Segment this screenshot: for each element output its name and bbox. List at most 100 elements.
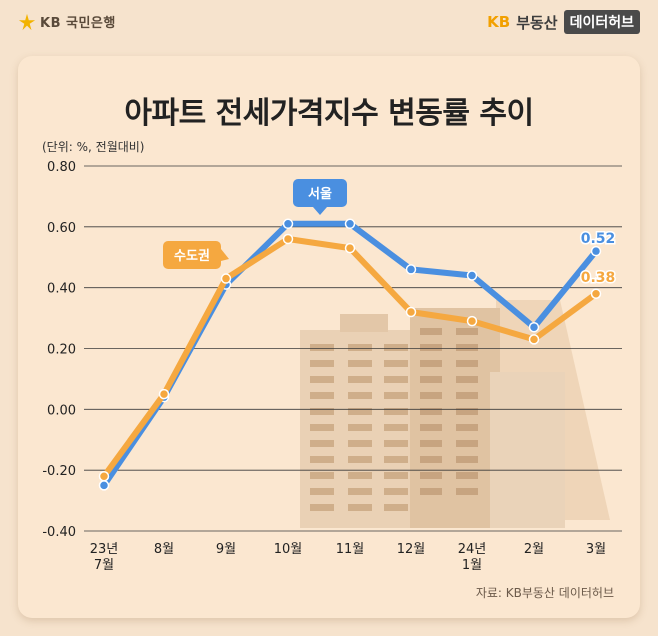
- x-tick-line: 10월: [274, 542, 303, 557]
- building-window: [348, 360, 372, 367]
- data-point: [344, 218, 356, 230]
- building-far: [490, 372, 565, 528]
- y-tick-label: -0.40: [42, 525, 76, 540]
- building-window: [348, 392, 372, 399]
- data-point: [466, 270, 478, 281]
- building-window: [310, 456, 334, 463]
- y-tick-label: 0.00: [47, 403, 76, 418]
- brand-tag: 데이터허브: [563, 10, 640, 34]
- brand-logo: KB 부동산 데이터허브: [487, 10, 640, 34]
- source-label: 자료: KB부동산 데이터허브: [475, 586, 614, 600]
- building-window: [310, 376, 334, 383]
- building-window: [420, 360, 442, 367]
- building-window: [384, 488, 408, 495]
- data-point: [590, 288, 602, 299]
- building-window: [384, 360, 408, 367]
- building-window: [384, 344, 408, 351]
- building-window: [456, 488, 478, 495]
- building-window: [310, 360, 334, 367]
- brand-name: 부동산: [516, 13, 558, 32]
- building-window: [310, 344, 334, 351]
- x-tick-label: 10월: [274, 542, 303, 557]
- y-tick-label: 0.40: [47, 282, 76, 297]
- data-point: [528, 321, 540, 333]
- data-point: [528, 334, 540, 345]
- x-tick-label: 3월: [586, 542, 606, 557]
- building-window: [348, 376, 372, 383]
- x-tick-line: 2월: [524, 542, 544, 557]
- building-window: [456, 456, 478, 463]
- data-point: [405, 306, 417, 318]
- building-window: [456, 424, 478, 431]
- building-window: [310, 504, 334, 511]
- building-window: [456, 408, 478, 415]
- kb-bank-logo: KB 국민은행: [18, 12, 116, 31]
- data-point: [590, 245, 602, 257]
- callout-label: 수도권: [174, 249, 210, 264]
- building-window: [420, 408, 442, 415]
- chart-title: 아파트 전세가격지수 변동률 추이: [124, 96, 534, 131]
- x-tick-line: 24년: [458, 542, 487, 557]
- x-tick-label: 23년 7월: [90, 542, 119, 573]
- building-left-roof: [340, 314, 388, 332]
- building-window: [420, 456, 442, 463]
- series-callout: 수도권: [163, 241, 229, 269]
- building-window: [384, 440, 408, 447]
- apartment-illustration: [300, 300, 610, 528]
- building-window: [348, 456, 372, 463]
- y-tick-label: 0.60: [47, 221, 76, 236]
- building-window: [348, 488, 372, 495]
- x-tick-label: 11월: [336, 542, 365, 557]
- callout-tail: [313, 207, 327, 215]
- building-window: [310, 408, 334, 415]
- y-tick-label: 0.80: [47, 160, 76, 175]
- building-window: [310, 488, 334, 495]
- building-window: [310, 424, 334, 431]
- series-callout: 서울: [293, 179, 347, 215]
- y-tick-label: 0.20: [47, 343, 76, 358]
- building-window: [384, 376, 408, 383]
- x-tick-line: 11월: [336, 542, 365, 557]
- end-value-label: 0.52: [581, 231, 616, 247]
- building-window: [456, 344, 478, 351]
- kb-star-icon: [18, 13, 36, 30]
- brand-kb: KB: [487, 13, 511, 31]
- building-window: [384, 472, 408, 479]
- x-tick-line: 1월: [462, 558, 482, 573]
- building-window: [420, 344, 442, 351]
- building-window: [420, 328, 442, 335]
- x-tick-label: 2월: [524, 542, 544, 557]
- data-point: [98, 480, 110, 491]
- end-value-label: 0.38: [581, 270, 616, 286]
- x-tick-line: 12월: [397, 542, 426, 557]
- building-window: [310, 392, 334, 399]
- top-bar: KB 국민은행 KB 부동산 데이터허브: [0, 0, 658, 44]
- building-window: [348, 440, 372, 447]
- building-window: [456, 392, 478, 399]
- building-window: [420, 488, 442, 495]
- building-window: [384, 408, 408, 415]
- data-point: [466, 315, 478, 327]
- building-window: [420, 472, 442, 479]
- data-point: [282, 233, 294, 245]
- building-window: [456, 360, 478, 367]
- x-tick-label: 8월: [154, 542, 174, 557]
- callout-tail: [221, 249, 229, 261]
- x-tick-line: 8월: [154, 542, 174, 557]
- building-window: [384, 392, 408, 399]
- kb-bank-logo-text: KB 국민은행: [40, 16, 116, 31]
- y-tick-label: -0.20: [42, 464, 76, 479]
- building-window: [310, 440, 334, 447]
- building-window: [348, 408, 372, 415]
- building-window: [348, 424, 372, 431]
- building-window: [310, 472, 334, 479]
- x-tick-label: 9월: [216, 542, 236, 557]
- data-point: [282, 218, 294, 230]
- x-tick-label: 24년 1월: [458, 542, 487, 573]
- building-window: [420, 424, 442, 431]
- building-window: [420, 392, 442, 399]
- data-point: [220, 273, 232, 284]
- callout-box: [293, 179, 347, 207]
- building-window: [456, 472, 478, 479]
- callout-box: [163, 241, 221, 269]
